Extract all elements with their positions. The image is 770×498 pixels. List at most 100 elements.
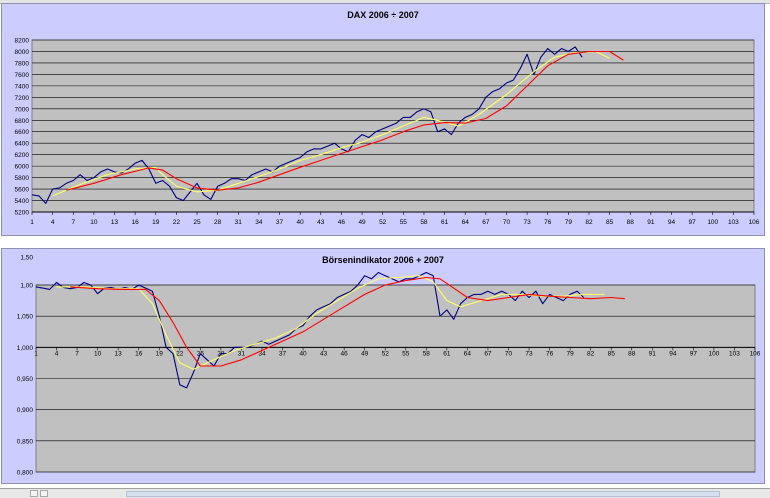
- series-line-2: [66, 50, 624, 191]
- y-tick-label: 7000: [15, 106, 30, 113]
- x-tick-label: 70: [503, 219, 511, 226]
- x-tick-label: 16: [135, 350, 143, 357]
- x-tick-label: 85: [608, 350, 616, 357]
- x-tick-label: 16: [132, 219, 140, 226]
- x-tick-label: 94: [668, 219, 676, 226]
- sheet-nav-button[interactable]: [40, 490, 48, 497]
- x-tick-label: 88: [628, 350, 636, 357]
- x-tick-label: 52: [379, 219, 387, 226]
- x-tick-label: 106: [750, 350, 761, 357]
- series-line-2: [70, 276, 625, 367]
- x-tick-label: 31: [235, 219, 243, 226]
- x-tick-label: 58: [420, 219, 428, 226]
- indicator-chart-svg: 0,800 0,850 0,900 0,950 1,000 1,050 1,00 1,50 1 4…: [17, 255, 761, 477]
- x-tick-label: 82: [585, 219, 593, 226]
- y-tick-label: 0,900: [17, 407, 34, 414]
- y-tick-label: 8000: [15, 49, 30, 56]
- y-tick-label: 1,000: [17, 345, 34, 352]
- y-tick-label: 7400: [15, 83, 30, 90]
- y-tick-label: 0,950: [17, 376, 34, 383]
- x-tick-label: 13: [111, 219, 119, 226]
- x-tick-label: 7: [71, 219, 75, 226]
- x-tick-label: 100: [708, 350, 719, 357]
- chart-title: DAX 2006 ÷ 2007: [347, 10, 419, 20]
- x-tick-label: 64: [464, 350, 472, 357]
- x-tick-label: 10: [94, 350, 102, 357]
- x-tick-label: 64: [462, 219, 470, 226]
- series-line-1: [52, 50, 610, 197]
- x-tick-label: 4: [55, 350, 59, 357]
- y-tick-label: 5200: [15, 210, 30, 217]
- x-tick-label: 106: [749, 219, 760, 226]
- y-tick-label: 8200: [15, 38, 30, 45]
- x-tick-label: 4: [51, 219, 55, 226]
- x-tick-label: 19: [156, 350, 164, 357]
- y-tick-label: 6800: [15, 118, 30, 125]
- x-tick-label: 67: [484, 350, 492, 357]
- x-tick-label: 1: [30, 219, 34, 226]
- indicator-chart-panel[interactable]: Börsenindikator 2006 + 2007 0,800 0,850 0,…: [1, 248, 765, 484]
- dax-chart-panel[interactable]: DAX 2006 ÷ 2007 5200 5400 5600 5800 6000 6200…: [1, 3, 765, 236]
- x-tick-label: 31: [238, 350, 246, 357]
- x-tick-label: 46: [341, 350, 349, 357]
- x-tick-label: 73: [523, 219, 531, 226]
- y-tick-label: 5600: [15, 187, 30, 194]
- y-tick-label: 6200: [15, 152, 30, 159]
- x-tick-label: 40: [299, 350, 307, 357]
- series-line-0: [35, 271, 585, 389]
- x-tick-label: 76: [546, 350, 554, 357]
- y-tick-label: 6000: [15, 164, 30, 171]
- x-tick-label: 91: [647, 219, 655, 226]
- x-tick-label: 61: [443, 350, 451, 357]
- x-tick-label: 76: [544, 219, 552, 226]
- x-tick-label: 40: [297, 219, 305, 226]
- y-tick-label: 7800: [15, 60, 30, 67]
- x-tick-label: 19: [152, 219, 160, 226]
- x-tick-label: 85: [606, 219, 614, 226]
- x-tick-label: 34: [255, 219, 263, 226]
- x-tick-label: 43: [320, 350, 328, 357]
- x-tick-label: 70: [505, 350, 513, 357]
- sheet-tabs-area[interactable]: [126, 491, 720, 497]
- x-tick-label: 28: [214, 219, 222, 226]
- series-line-1: [56, 275, 605, 370]
- x-tick-label: 103: [729, 350, 740, 357]
- x-tick-label: 58: [423, 350, 431, 357]
- x-tick-label: 22: [173, 219, 181, 226]
- x-tick-label: 13: [115, 350, 123, 357]
- x-tick-label: 37: [279, 350, 287, 357]
- y-tick-label: 6600: [15, 129, 30, 136]
- y-tick-label: 5800: [15, 175, 30, 182]
- x-tick-label: 49: [358, 219, 366, 226]
- x-tick-label: 79: [566, 350, 574, 357]
- x-tick-label: 34: [258, 350, 266, 357]
- y-tick-label: 5400: [15, 198, 30, 205]
- x-tick-label: 55: [400, 219, 408, 226]
- x-tick-label: 94: [669, 350, 677, 357]
- x-tick-label: 37: [276, 219, 284, 226]
- y-tick-label: 0,850: [17, 438, 34, 445]
- x-tick-label: 22: [176, 350, 184, 357]
- sheet-nav-button[interactable]: [30, 490, 38, 497]
- x-tick-label: 43: [317, 219, 325, 226]
- x-tick-label: 67: [482, 219, 490, 226]
- x-tick-label: 52: [382, 350, 390, 357]
- x-tick-label: 100: [707, 219, 718, 226]
- y-tick-label: 7600: [15, 72, 30, 79]
- x-tick-label: 103: [728, 219, 739, 226]
- x-tick-label: 97: [688, 219, 696, 226]
- x-tick-label: 49: [361, 350, 369, 357]
- dax-chart-svg: 5200 5400 5600 5800 6000 6200 6400 6600 6800 7000…: [15, 38, 760, 227]
- chart-title: Börsenindikator 2006 + 2007: [322, 255, 444, 265]
- y-tick-label: 1,50: [20, 255, 33, 262]
- x-tick-label: 7: [75, 350, 79, 357]
- plot-area: [31, 39, 755, 213]
- y-tick-label: 7200: [15, 95, 30, 102]
- y-tick-label: 1,00: [20, 283, 33, 290]
- x-tick-label: 97: [690, 350, 698, 357]
- y-tick-label: 6400: [15, 141, 30, 148]
- x-tick-label: 10: [90, 219, 98, 226]
- y-tick-label: 1,050: [17, 314, 34, 321]
- x-tick-label: 79: [565, 219, 573, 226]
- x-tick-label: 91: [649, 350, 657, 357]
